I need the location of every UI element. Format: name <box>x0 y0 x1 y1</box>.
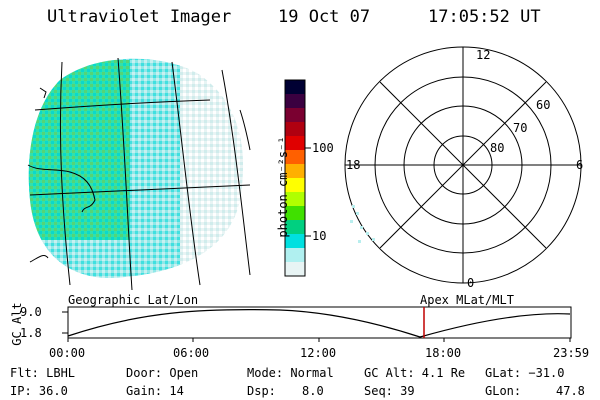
colorbar-tick-10: 10 <box>312 229 327 243</box>
date-label: 19 Oct 07 <box>278 7 371 27</box>
dsp-label: Dsp: <box>247 384 276 398</box>
colorbar-segment <box>285 178 305 193</box>
xaxis-tick-0000: 00:00 <box>49 346 86 360</box>
mlt-label-6: 6 <box>576 158 584 172</box>
mlat-label-60: 60 <box>536 98 551 112</box>
polar-panel-label: Apex MLat/MLT <box>420 293 514 307</box>
ip-label: IP: 36.0 <box>10 384 68 398</box>
colorbar-segment <box>285 94 305 109</box>
xaxis-tick-1200: 12:00 <box>300 346 337 360</box>
glon-label: GLon: <box>485 384 522 398</box>
mlat-label-70: 70 <box>513 121 528 135</box>
colorbar-segment <box>285 248 305 263</box>
colorbar-segment <box>285 80 305 95</box>
mode-label: Mode: Normal <box>247 366 334 380</box>
gain-label: Gain: 14 <box>126 384 184 398</box>
mlt-label-12: 12 <box>476 48 491 62</box>
xaxis-tick-0600: 06:00 <box>173 346 210 360</box>
yaxis-label: GC Alt <box>10 302 24 346</box>
yaxis-tick-9: 9.0 <box>20 305 42 319</box>
seq-label: Seq: 39 <box>364 384 415 398</box>
mlt-label-18: 18 <box>346 158 361 172</box>
gc-alt-label: GC Alt: 4.1 Re <box>364 366 466 380</box>
xaxis-tick-1800: 18:00 <box>425 346 462 360</box>
colorbar-tick-100: 100 <box>312 141 334 155</box>
colorbar-segment <box>285 262 305 277</box>
time-label: 17:05:52 UT <box>428 7 541 27</box>
colorbar-segment <box>285 192 305 207</box>
filter-label: Flt: LBHL <box>10 366 76 380</box>
yaxis-tick-1.8: 1.8 <box>20 326 42 340</box>
colorbar-segment <box>285 150 305 165</box>
geo-panel-label: Geographic Lat/Lon <box>68 293 199 307</box>
glon-value: 47.8 <box>556 384 585 398</box>
xaxis-tick-2359: 23:59 <box>553 346 590 360</box>
glat-label: GLat: −31.0 <box>485 366 565 380</box>
instrument-title: Ultraviolet Imager <box>47 7 232 27</box>
colorbar-segment <box>285 164 305 179</box>
mlat-label-80: 80 <box>490 141 505 155</box>
door-label: Door: Open <box>126 366 199 380</box>
colorbar-segment <box>285 108 305 123</box>
dsp-value: 8.0 <box>302 384 324 398</box>
mlt-label-0: 0 <box>467 276 475 290</box>
colorbar-segment <box>285 206 305 221</box>
colorbar-segment <box>285 136 305 151</box>
colorbar-segment <box>285 122 305 137</box>
colorbar-segment <box>285 234 305 249</box>
colorbar-segment <box>285 220 305 235</box>
